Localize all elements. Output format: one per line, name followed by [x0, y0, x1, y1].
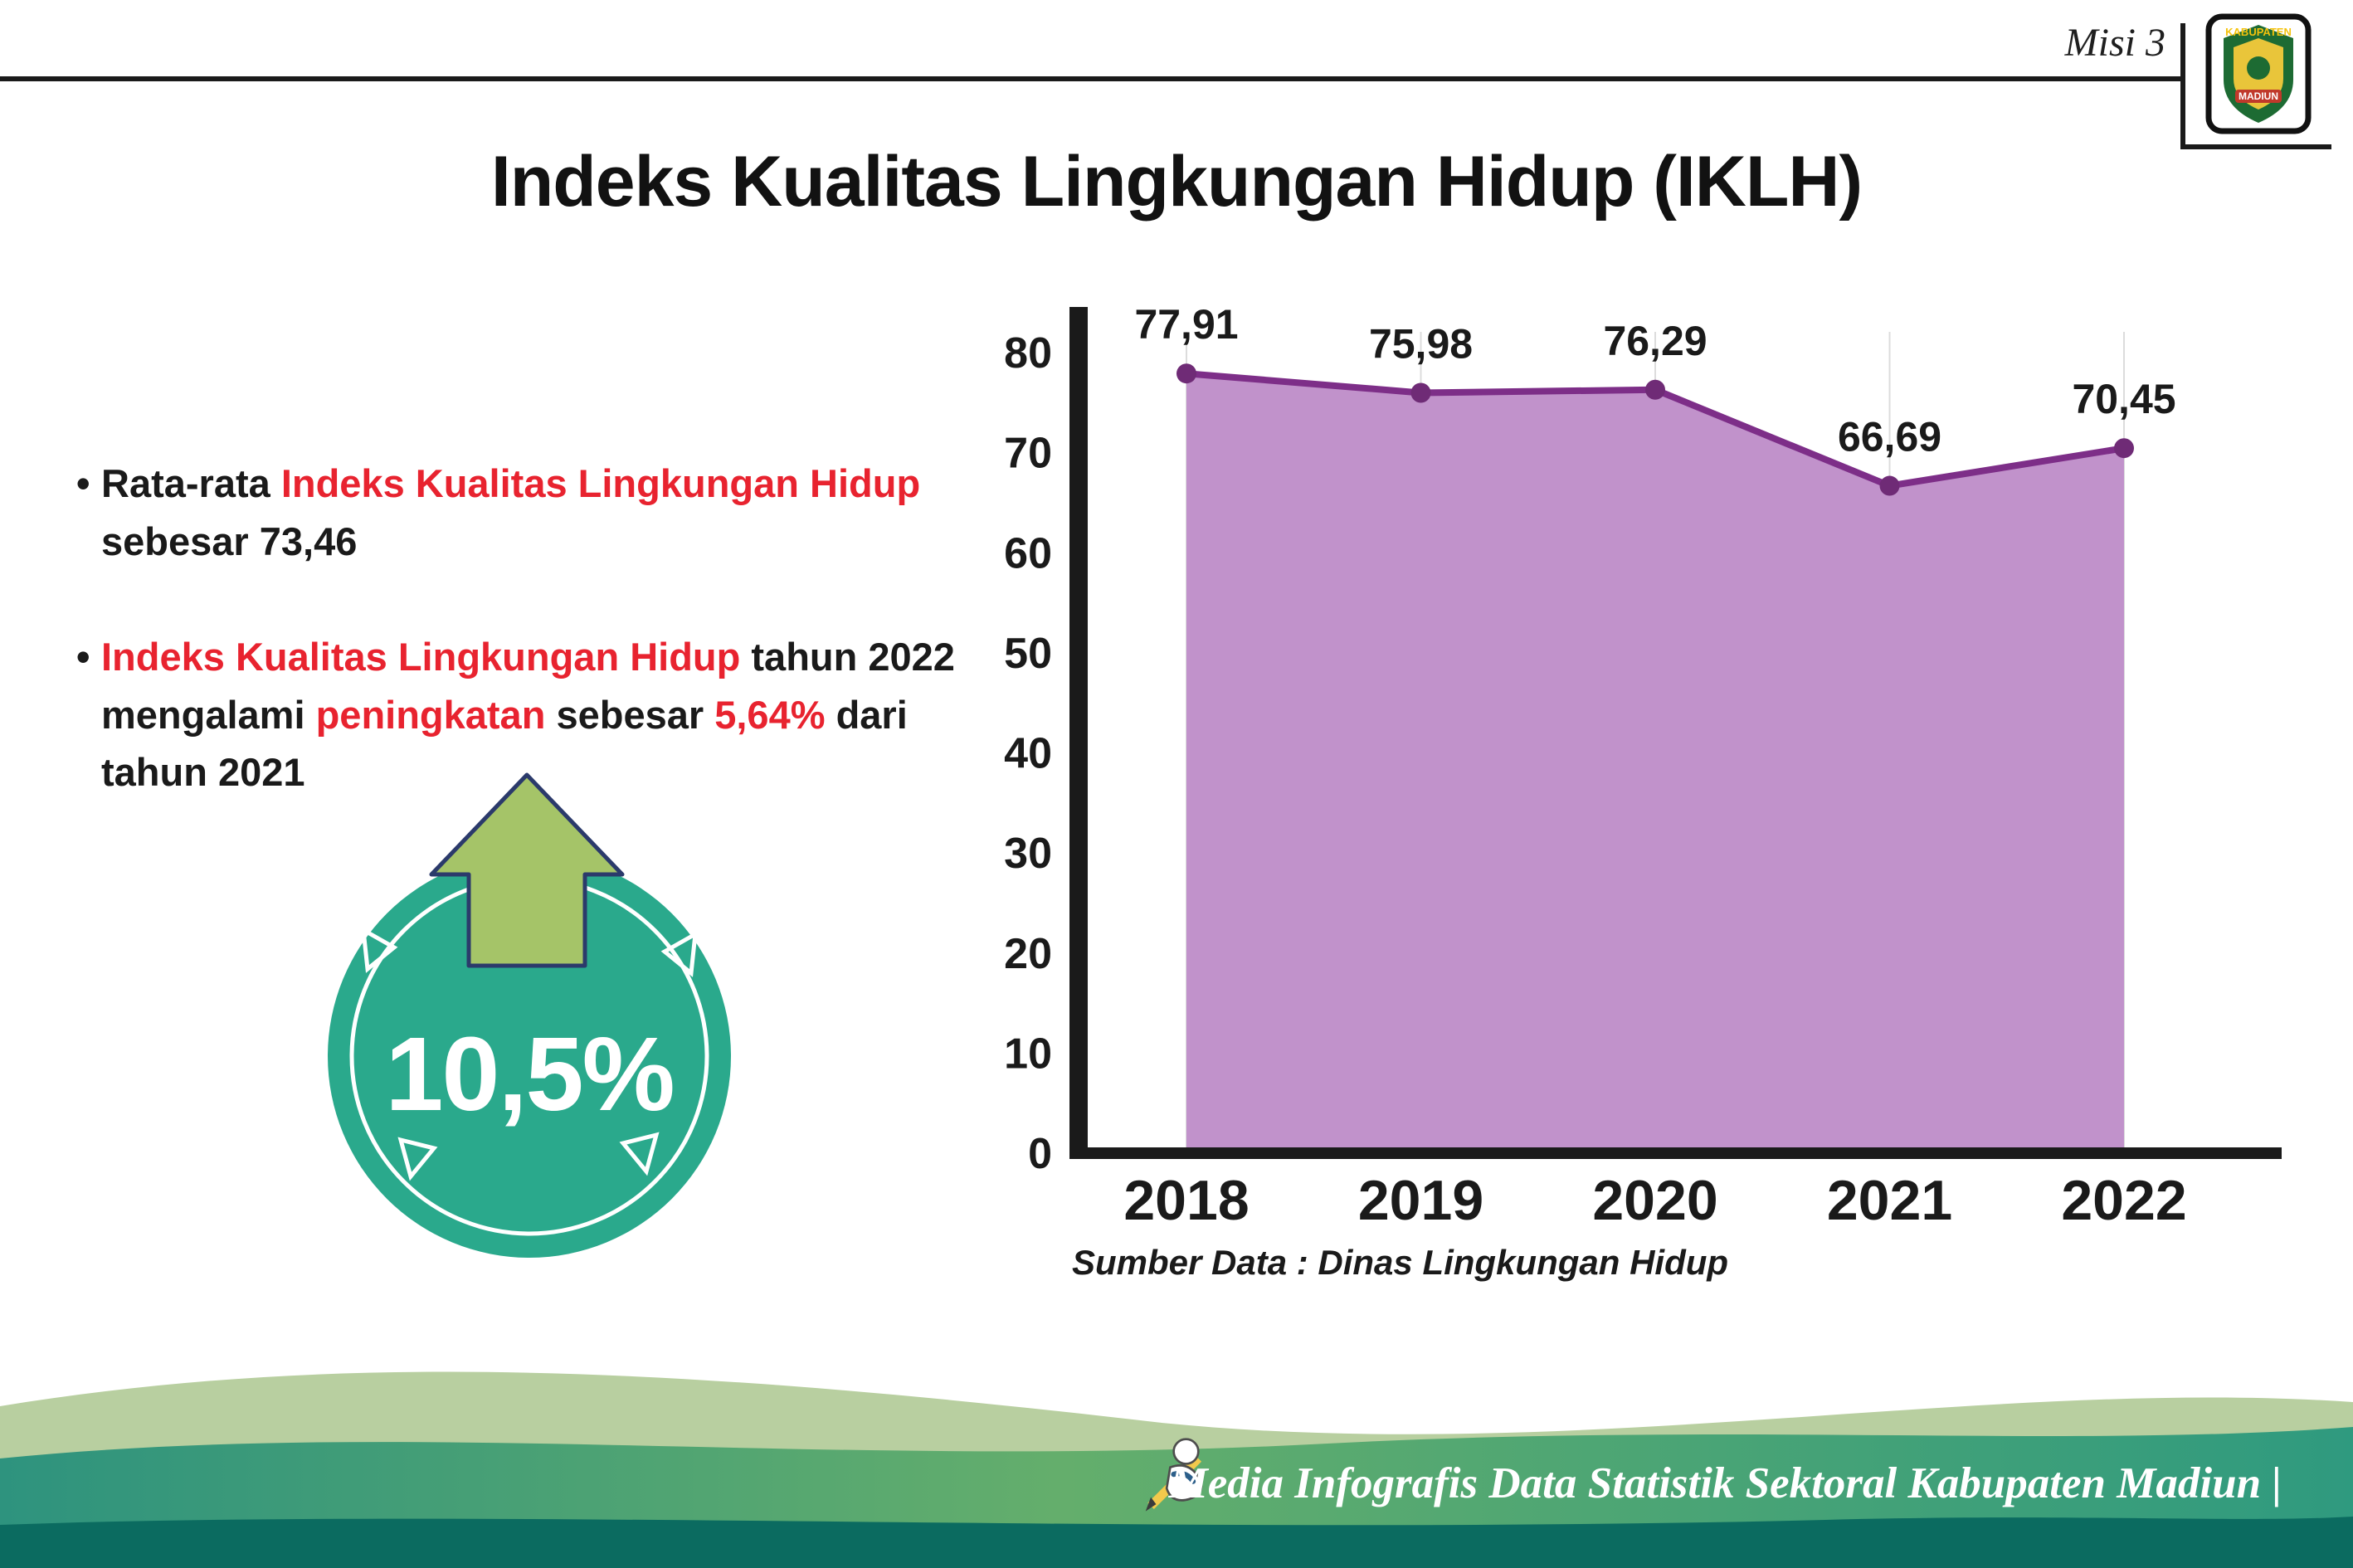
bullet-text-segment: tahun 2022 mengalami	[101, 635, 955, 737]
logo-top-text: KABUPATEN	[2225, 26, 2292, 38]
key-findings-list: Rata-rata Indeks Kualitas Lingkungan Hid…	[76, 455, 968, 859]
bullet-text-segment: Indeks Kualitas Lingkungan Hidup	[280, 461, 921, 505]
data-point-dot	[2114, 438, 2134, 459]
data-source-caption: Sumber Data : Dinas Lingkungan Hidup	[1072, 1243, 1729, 1282]
badge-spark-triangle	[360, 926, 398, 973]
x-tick-label: 2020	[1592, 1169, 1717, 1232]
bullet-text-segment: peningkatan	[315, 692, 546, 737]
data-point-dot	[1879, 475, 1900, 496]
kabupaten-madiun-logo: KABUPATEN MADIUN	[2205, 13, 2312, 134]
data-point-dot	[1176, 363, 1196, 384]
logo-banner	[2235, 90, 2282, 103]
value-label: 75,98	[1369, 320, 1473, 367]
x-tick-label: 2018	[1123, 1169, 1249, 1232]
bullet-average-iklh: Rata-rata Indeks Kualitas Lingkungan Hid…	[76, 455, 968, 570]
bullet-text-segment: sebesar 73,46	[101, 519, 358, 563]
x-axis	[1069, 1147, 2282, 1159]
page-title: Indeks Kualitas Lingkungan Hidup (IKLH)	[490, 141, 1863, 222]
x-tick-label: 2019	[1358, 1169, 1483, 1232]
y-axis	[1069, 307, 1088, 1159]
mascot-scarf	[1171, 1470, 1196, 1484]
y-tick-label: 70	[1004, 430, 1052, 478]
header-divider	[0, 76, 2180, 81]
up-arrow-icon	[429, 772, 625, 968]
badge-spark-triangle	[619, 1132, 660, 1176]
data-point-dot	[1410, 382, 1431, 403]
y-tick-label: 60	[1004, 529, 1052, 577]
y-tick-label: 20	[1004, 930, 1052, 978]
y-tick-label: 30	[1004, 830, 1052, 878]
pencil-tip	[1145, 1497, 1157, 1512]
y-tick-label: 40	[1004, 730, 1052, 778]
logo-frame	[2180, 23, 2331, 149]
bullet-text-segment: Indeks Kualitas Lingkungan Hidup	[101, 635, 741, 679]
mascot-icon	[1145, 1438, 1203, 1512]
bullet-text-segment: 5,64%	[714, 692, 826, 737]
footer-wave-dark	[0, 1517, 2353, 1568]
increase-badge-graphic	[328, 772, 731, 1258]
value-label: 77,91	[1134, 301, 1238, 348]
x-tick-label: 2021	[1827, 1169, 1952, 1232]
y-tick-label: 80	[1004, 329, 1052, 377]
footer-caption: Media Infografis Data Statistik Sektoral…	[1168, 1459, 2282, 1507]
logo-bottom-text: MADIUN	[2239, 90, 2278, 102]
increase-badge: 10,5%	[318, 768, 741, 1269]
area-series	[1186, 373, 2124, 1152]
bullet-increase-2022: Indeks Kualitas Lingkungan Hidup tahun 2…	[76, 628, 968, 801]
iklh-area-chart: 77,91 75,98 76,29 66,69 70,45 0 10 20 30 40 50 60 70…	[1004, 301, 2282, 1232]
bullet-text-segment: dari tahun 2021	[101, 692, 908, 795]
y-tick-label: 50	[1004, 630, 1052, 678]
y-tick-label: 10	[1004, 1030, 1052, 1078]
badge-spark-triangle	[660, 930, 699, 977]
bullet-text-segment: Rata-rata	[101, 461, 281, 505]
badge-spark-triangle	[397, 1137, 438, 1181]
value-label: 66,69	[1838, 414, 1941, 460]
misi-label: Misi 3	[2064, 21, 2165, 65]
mascot-head	[1172, 1438, 1200, 1465]
value-label: 76,29	[1603, 318, 1707, 364]
bullet-text-segment: sebesar	[545, 692, 715, 737]
x-tick-label: 2022	[2061, 1169, 2186, 1232]
y-tick-label: 0	[1028, 1130, 1052, 1178]
logo-emblem	[2247, 56, 2270, 80]
data-point-dot	[1645, 379, 1665, 400]
increase-percentage: 10,5%	[385, 1015, 675, 1132]
value-label: 70,45	[2072, 376, 2175, 422]
